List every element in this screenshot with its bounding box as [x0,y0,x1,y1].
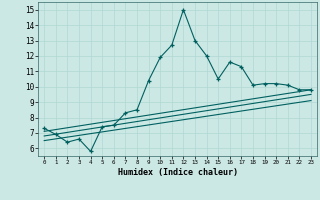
X-axis label: Humidex (Indice chaleur): Humidex (Indice chaleur) [118,168,238,177]
